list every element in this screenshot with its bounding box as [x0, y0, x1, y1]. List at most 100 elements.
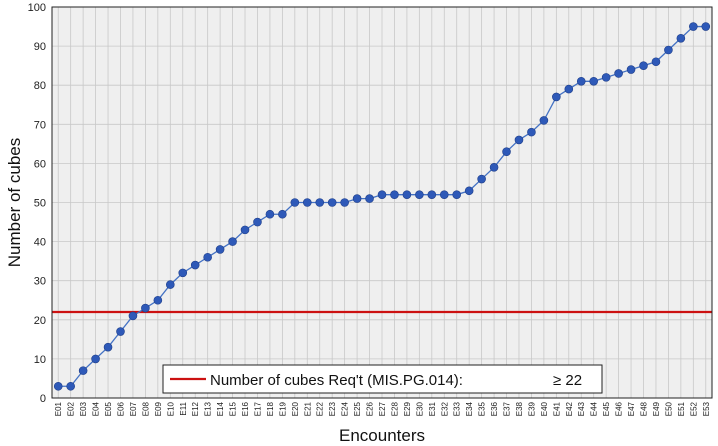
- x-tick-label: E13: [204, 401, 213, 416]
- data-point: [228, 237, 237, 246]
- data-point: [327, 198, 337, 207]
- series-points: [53, 22, 711, 391]
- x-tick-label: E11: [179, 401, 188, 415]
- data-point: [477, 174, 486, 184]
- data-point: [302, 198, 312, 207]
- data-point: [452, 190, 462, 199]
- y-tick-label: 80: [34, 80, 46, 92]
- data-point: [552, 92, 561, 102]
- data-point: [352, 194, 362, 203]
- x-tick-label: E49: [652, 401, 661, 416]
- data-point: [527, 127, 536, 137]
- data-point: [402, 190, 412, 199]
- x-tick-label: E28: [390, 401, 399, 416]
- x-tick-label: E31: [428, 401, 437, 416]
- data-point: [253, 217, 262, 227]
- data-point: [278, 209, 287, 219]
- x-tick-label: E41: [552, 401, 561, 416]
- data-point: [128, 311, 138, 321]
- data-point: [91, 354, 100, 364]
- y-tick-label: 60: [34, 158, 46, 170]
- x-tick-label: E42: [565, 401, 574, 416]
- x-tick-label: E48: [640, 401, 649, 416]
- x-tick-label: E08: [141, 401, 150, 416]
- data-point: [377, 190, 387, 199]
- x-tick-label: E17: [253, 401, 262, 416]
- x-tick-label: E46: [615, 401, 624, 416]
- x-tick-label: E34: [465, 401, 474, 416]
- data-point: [315, 198, 325, 207]
- y-tick-label: 70: [34, 119, 46, 131]
- data-point: [265, 209, 275, 219]
- data-point: [539, 116, 549, 125]
- x-tick-label: E20: [291, 401, 300, 416]
- x-tick-label: E35: [478, 401, 487, 416]
- x-tick-label: E04: [92, 401, 101, 416]
- data-point: [439, 190, 449, 199]
- data-point: [701, 22, 711, 31]
- x-tick-label: E09: [154, 401, 163, 416]
- x-tick-label: E51: [677, 401, 686, 416]
- x-tick-label: E39: [527, 401, 536, 416]
- x-tick-label: E32: [440, 401, 449, 416]
- data-point: [103, 342, 113, 352]
- y-axis-label: Number of cubes: [5, 138, 24, 267]
- legend-label: Number of cubes Req't (MIS.PG.014):: [210, 372, 463, 389]
- x-tick-label: E14: [216, 401, 225, 416]
- x-tick-label: E01: [54, 401, 63, 416]
- data-point: [664, 45, 673, 55]
- data-point: [53, 381, 63, 391]
- x-tick-label: E10: [166, 401, 175, 416]
- x-tick-label: E40: [540, 401, 549, 416]
- y-axis-ticks: 0 10 20 30 40 50 60 70 80 90 100: [28, 2, 46, 405]
- data-point: [489, 163, 499, 172]
- data-point: [215, 245, 225, 254]
- legend-box: [162, 364, 603, 394]
- x-tick-label: E25: [353, 401, 362, 416]
- data-point: [514, 135, 524, 145]
- data-point: [166, 280, 175, 289]
- data-point: [502, 147, 511, 156]
- x-tick-label: E05: [104, 401, 113, 416]
- x-tick-label: E36: [490, 401, 499, 416]
- x-tick-label: E19: [278, 401, 287, 416]
- data-point: [689, 22, 698, 31]
- y-tick-label: 20: [34, 315, 46, 327]
- x-tick-label: E15: [229, 401, 238, 416]
- data-point: [340, 198, 349, 207]
- data-point: [178, 268, 188, 278]
- data-point: [365, 194, 374, 203]
- y-tick-label: 10: [34, 354, 46, 366]
- x-tick-label: E16: [241, 401, 250, 416]
- data-point: [78, 366, 88, 375]
- data-point: [601, 73, 611, 82]
- data-point: [66, 381, 75, 391]
- y-tick-label: 100: [28, 2, 46, 14]
- data-point: [240, 225, 250, 235]
- x-tick-label: E07: [129, 401, 138, 416]
- legend-value: ≥ 22: [553, 372, 582, 389]
- x-tick-label: E52: [689, 401, 698, 416]
- data-point: [203, 252, 212, 262]
- data-point: [589, 76, 598, 86]
- y-tick-label: 90: [34, 41, 46, 53]
- data-point: [639, 61, 648, 70]
- y-tick-label: 0: [40, 393, 46, 405]
- x-tick-label: E30: [415, 401, 424, 416]
- x-tick-label: E18: [266, 401, 275, 416]
- data-point: [190, 260, 200, 270]
- x-tick-label: E21: [303, 401, 312, 416]
- data-point: [141, 303, 150, 313]
- x-tick-label: E03: [79, 401, 88, 416]
- x-tick-label: E43: [577, 401, 586, 416]
- x-tick-label: E02: [67, 401, 76, 416]
- x-tick-label: E26: [366, 401, 375, 416]
- data-point: [651, 57, 661, 67]
- x-tick-label: E23: [328, 401, 337, 416]
- x-tick-label: E53: [702, 401, 711, 416]
- data-point: [464, 186, 474, 196]
- data-point: [153, 295, 163, 305]
- legend: Number of cubes Req't (MIS.PG.014): ≥ 22: [162, 364, 603, 394]
- y-tick-label: 40: [34, 237, 46, 249]
